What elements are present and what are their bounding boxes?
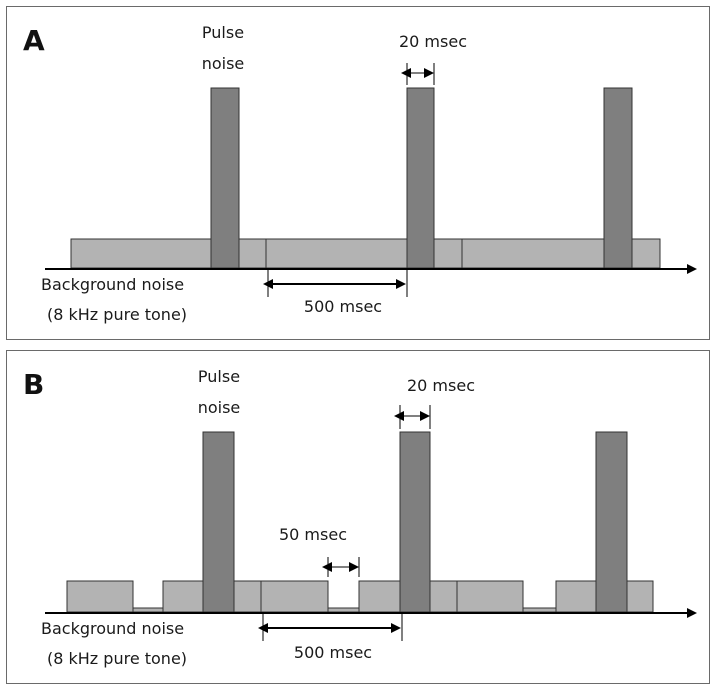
pulse-label: noise xyxy=(202,54,245,73)
pulse-noise-bar xyxy=(603,87,633,269)
period-label: 500 msec xyxy=(304,297,382,316)
pulse-width-label: 20 msec xyxy=(399,32,467,51)
background-label: (8 kHz pure tone) xyxy=(47,649,187,668)
pulse-noise-bar xyxy=(595,431,628,613)
panel-b-diagram: B Pulse noise 20 msec 50 msec xyxy=(23,367,697,668)
pulse-noise-bar xyxy=(399,431,431,613)
pulse-noise-bar xyxy=(406,87,435,269)
background-label: Background noise xyxy=(41,619,184,638)
pulse-width-label: 20 msec xyxy=(407,376,475,395)
panel-b: B Pulse noise 20 msec 50 msec xyxy=(6,350,710,684)
pulse-label: Pulse xyxy=(198,367,240,386)
panel-a-diagram: A Pulse noise 20 msec 500 msec Backgroun… xyxy=(23,23,697,324)
background-gap xyxy=(327,607,360,613)
background-label: Background noise xyxy=(41,275,184,294)
pulse-label: Pulse xyxy=(202,23,244,42)
panel-letter: B xyxy=(23,368,44,401)
pulse-label: noise xyxy=(198,398,241,417)
background-tone-block xyxy=(66,580,134,613)
background-gap xyxy=(522,607,557,613)
pulse-noise-bar xyxy=(210,87,240,269)
gap-label: 50 msec xyxy=(279,525,347,544)
pulse-noise-bar xyxy=(202,431,235,613)
background-tone-block xyxy=(260,580,329,613)
background-label: (8 kHz pure tone) xyxy=(47,305,187,324)
background-gap xyxy=(132,607,164,613)
background-tone-block xyxy=(456,580,524,613)
period-label: 500 msec xyxy=(294,643,372,662)
panel-a: A Pulse noise 20 msec 500 msec Backgroun… xyxy=(6,6,710,340)
panel-letter: A xyxy=(23,24,45,57)
